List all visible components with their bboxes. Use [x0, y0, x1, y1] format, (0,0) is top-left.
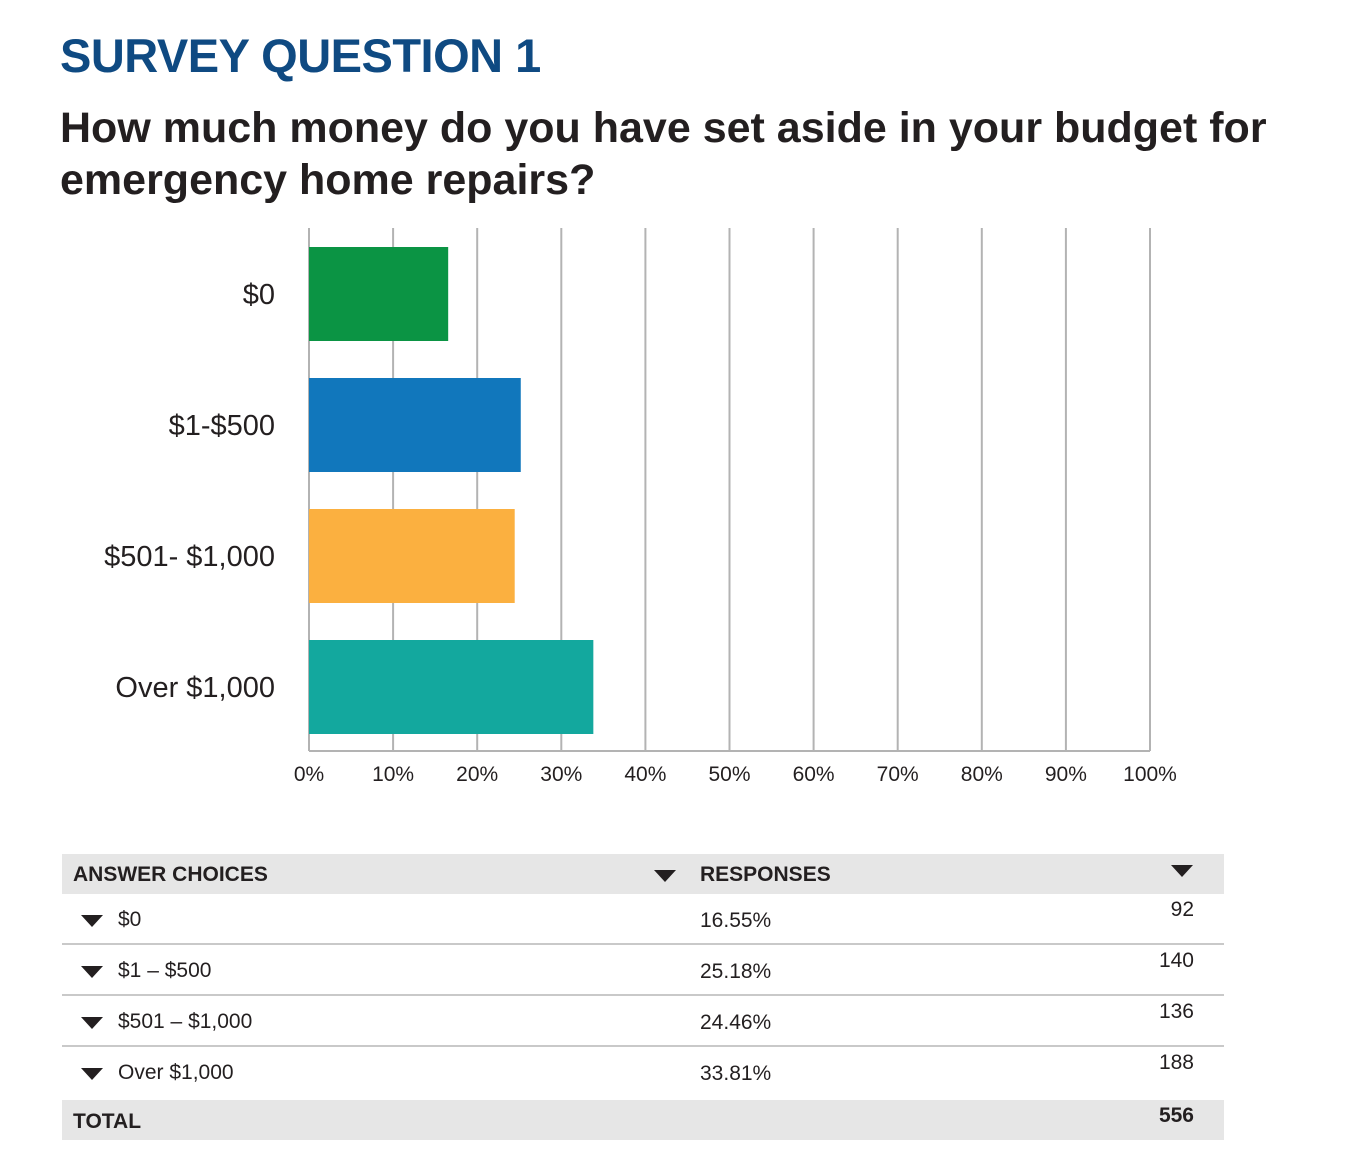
response-percent: 25.18% [700, 960, 772, 983]
bar [309, 247, 449, 341]
response-count: 92 [1170, 898, 1194, 921]
x-tick-label: 30% [540, 763, 582, 786]
x-tick-label: 100% [1123, 763, 1177, 786]
table-row: $0 16.55% 92 [62, 894, 1224, 945]
table-header-row: ANSWER CHOICES RESPONSES [62, 854, 1224, 894]
response-count: 140 [1158, 949, 1194, 972]
x-tick-label: 70% [877, 763, 919, 786]
expand-triangle-icon[interactable] [81, 915, 103, 927]
x-tick-label: 60% [793, 763, 835, 786]
response-count: 136 [1158, 1000, 1194, 1023]
sort-down-icon[interactable] [1171, 865, 1193, 877]
bar [309, 378, 521, 472]
category-label: $1-$500 [169, 410, 275, 442]
survey-question: How much money do you have set aside in … [60, 104, 1267, 204]
answer-choice: $501 – $1,000 [118, 1010, 253, 1033]
response-percent: 33.81% [700, 1062, 772, 1085]
x-tick-label: 40% [624, 763, 666, 786]
response-percent: 16.55% [700, 909, 772, 932]
response-count: 188 [1158, 1051, 1194, 1074]
expand-triangle-icon[interactable] [81, 1068, 103, 1080]
category-label: $0 [243, 279, 275, 311]
expand-triangle-icon[interactable] [81, 1017, 103, 1029]
table-row: $501 – $1,000 24.46% 136 [62, 996, 1224, 1047]
category-label: $501- $1,000 [104, 541, 275, 573]
x-tick-label: 80% [961, 763, 1003, 786]
bar [309, 509, 515, 603]
responses-header[interactable]: RESPONSES [700, 863, 831, 886]
answer-choice: $0 [118, 908, 142, 931]
answer-choice: Over $1,000 [118, 1061, 234, 1084]
table-total-row: TOTAL 556 [62, 1100, 1224, 1140]
answer-choice: $1 – $500 [118, 959, 212, 982]
bar-chart: $0 $1-$500 $501- $1,000 Over $1,000 0% 10% 20… [104, 228, 1177, 786]
x-tick-label: 90% [1045, 763, 1087, 786]
table-row: Over $1,000 33.81% 188 [62, 1047, 1224, 1096]
category-label: Over $1,000 [115, 672, 275, 704]
sort-down-icon[interactable] [654, 870, 676, 882]
page-heading: SURVEY QUESTION 1 [60, 29, 541, 82]
bar [309, 640, 594, 734]
table-row: $1 – $500 25.18% 140 [62, 945, 1224, 996]
answer-choices-header[interactable]: ANSWER CHOICES [73, 863, 268, 886]
x-tick-label: 10% [372, 763, 414, 786]
x-tick-label: 0% [294, 763, 324, 786]
expand-triangle-icon[interactable] [81, 966, 103, 978]
x-tick-label: 50% [708, 763, 750, 786]
responses-table: ANSWER CHOICES RESPONSES $0 16.55% 92 $1… [62, 854, 1224, 1140]
response-percent: 24.46% [700, 1011, 772, 1034]
total-label: TOTAL [73, 1110, 142, 1133]
total-count: 556 [1158, 1104, 1194, 1127]
x-tick-label: 20% [456, 763, 498, 786]
